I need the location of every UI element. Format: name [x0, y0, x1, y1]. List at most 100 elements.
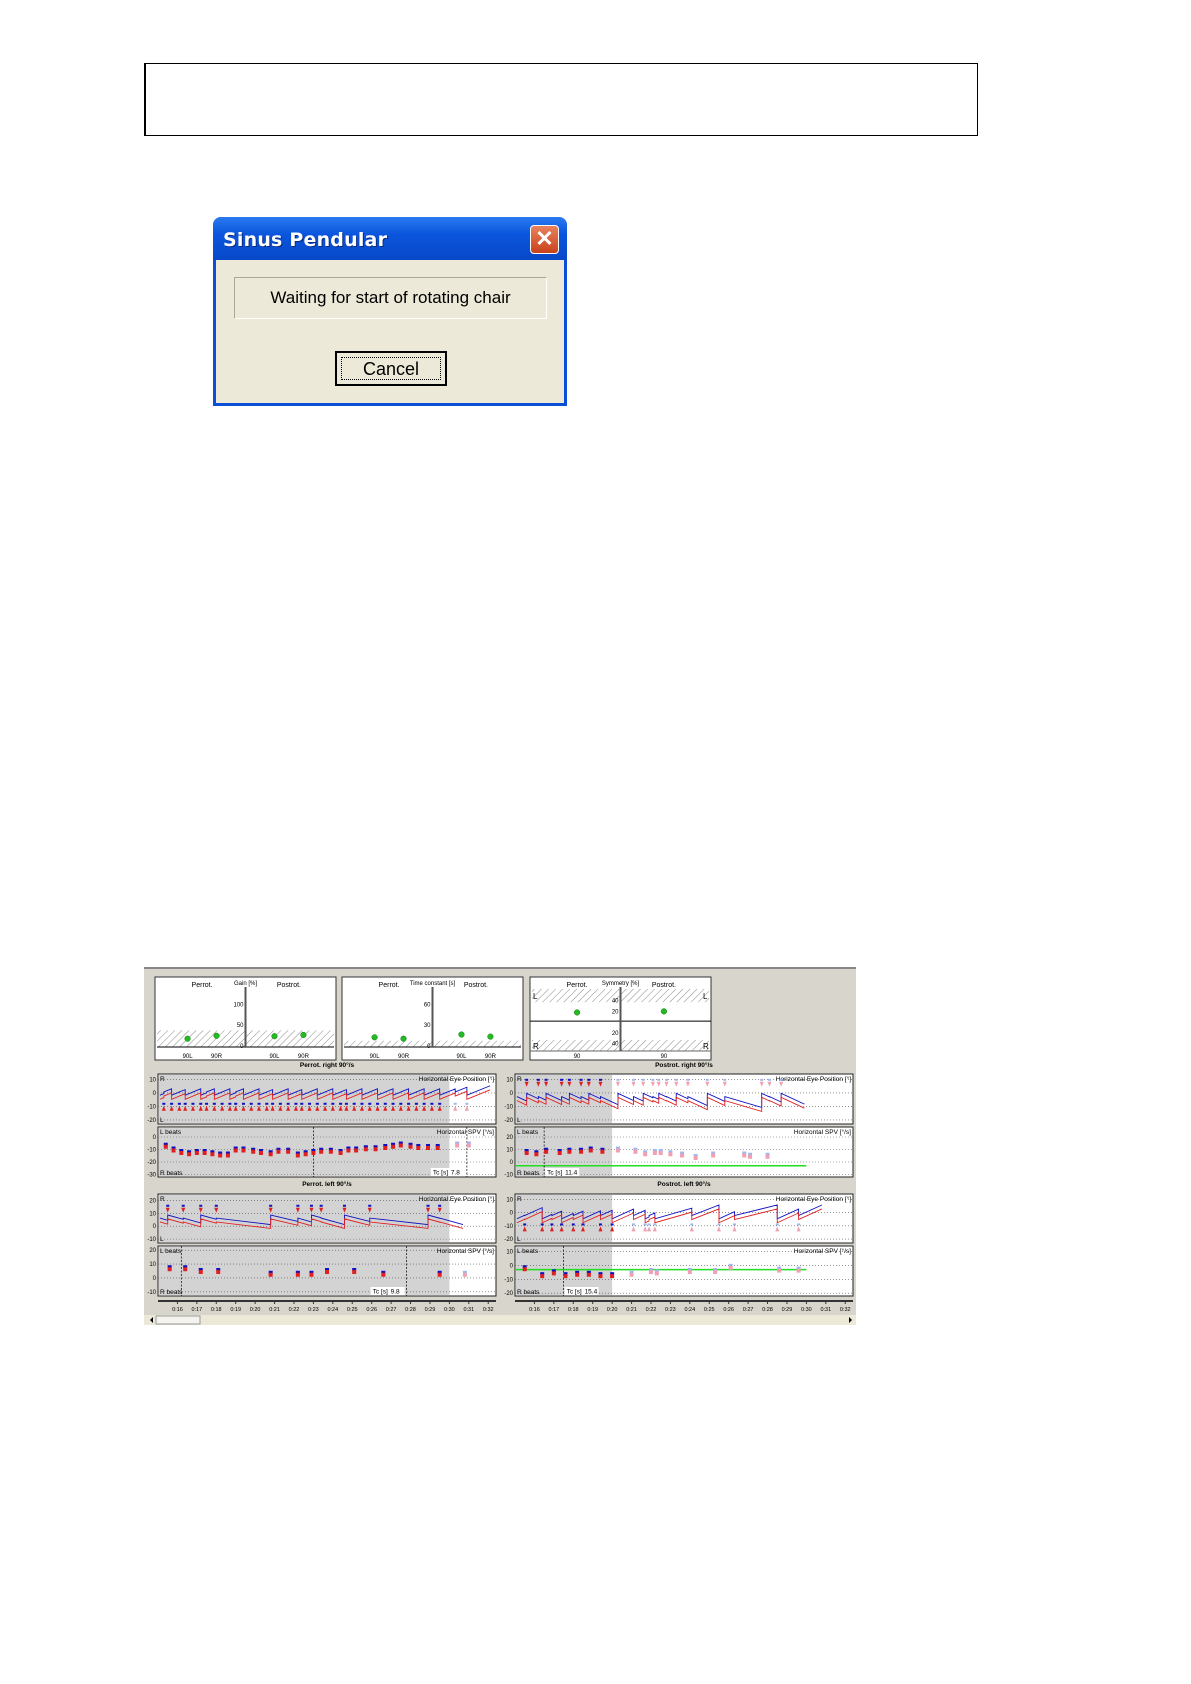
- beat-marker-right-eye: [647, 1223, 651, 1226]
- y-tick-label: 10: [506, 1250, 513, 1256]
- spv-point-left-eye: [408, 1144, 413, 1149]
- spv-point-right-eye: [309, 1270, 314, 1274]
- beat-marker-right-eye: [723, 1078, 727, 1081]
- spv-point-right-eye: [748, 1152, 753, 1156]
- beat-marker-right-eye: [579, 1078, 583, 1081]
- beat-marker: [437, 1207, 442, 1213]
- beat-marker: [264, 1105, 269, 1111]
- scroll-left-arrow-icon[interactable]: [150, 1317, 153, 1323]
- spv-point-right-eye: [437, 1270, 442, 1274]
- beat-marker-right-eye: [368, 1102, 372, 1105]
- data-point: [371, 1034, 378, 1041]
- beat-marker: [579, 1081, 584, 1087]
- horizontal-scrollbar[interactable]: [144, 1315, 856, 1325]
- cancel-button[interactable]: Cancel: [335, 351, 447, 386]
- spv-point-right-eye: [167, 1265, 172, 1269]
- y-tick-label: -10: [147, 1148, 156, 1154]
- spv-point-left-eye: [742, 1153, 747, 1158]
- y-tick-label: 0: [240, 1044, 244, 1050]
- spv-point-left-eye: [633, 1149, 638, 1154]
- beat-marker-right-eye: [309, 1204, 313, 1207]
- time-tick-label: 0:18: [211, 1307, 222, 1313]
- close-icon[interactable]: ✕: [530, 225, 559, 254]
- beat-marker: [367, 1207, 372, 1213]
- beat-marker: [559, 1226, 564, 1232]
- beat-marker: [338, 1105, 343, 1111]
- spv-point-right-eye: [202, 1149, 207, 1152]
- time-tick-label: 0:31: [463, 1307, 474, 1313]
- time-tick-label: 0:32: [483, 1307, 494, 1313]
- chart-label: Horizontal SPV [°/s]: [437, 1128, 494, 1136]
- time-tick-label: 0:30: [444, 1307, 455, 1313]
- spv-point-right-eye: [575, 1270, 580, 1274]
- beat-marker-right-eye: [300, 1102, 304, 1105]
- beat-marker: [767, 1081, 772, 1087]
- spv-point-right-eye: [544, 1147, 549, 1151]
- beat-marker: [429, 1105, 434, 1111]
- time-tick-label: 0:24: [327, 1307, 338, 1313]
- beat-marker-right-eye: [331, 1102, 335, 1105]
- beat-marker-right-eye: [183, 1102, 187, 1105]
- beat-marker: [422, 1105, 427, 1111]
- spv-point-left-eye: [210, 1152, 215, 1157]
- spv-point-right-eye: [455, 1141, 460, 1145]
- spv-point-right-eye: [610, 1272, 615, 1276]
- beat-marker-right-eye: [257, 1102, 261, 1105]
- beat-marker: [383, 1105, 388, 1111]
- dialog-title: Sinus Pendular: [223, 229, 388, 251]
- beat-marker: [359, 1105, 364, 1111]
- y-tick-label: -10: [147, 1237, 156, 1243]
- beat-marker-right-eye: [550, 1223, 554, 1226]
- y-tick-label: -20: [504, 1291, 513, 1297]
- spv-point-right-eye: [522, 1265, 527, 1269]
- dialog-titlebar[interactable]: Sinus Pendular ✕: [213, 217, 567, 260]
- beat-marker: [652, 1226, 657, 1232]
- spv-point-right-eye: [398, 1141, 403, 1145]
- beat-marker: [214, 1207, 219, 1213]
- beat-marker: [323, 1105, 328, 1111]
- y-tick-label: 10: [149, 1262, 156, 1268]
- beat-marker-right-eye: [641, 1078, 645, 1081]
- bottom-side-label: L: [160, 1236, 164, 1243]
- scroll-right-arrow-icon[interactable]: [849, 1317, 852, 1323]
- beat-marker-right-eye: [344, 1102, 348, 1105]
- beat-marker-right-eye: [294, 1102, 298, 1105]
- beat-marker: [161, 1105, 166, 1111]
- beat-marker-right-eye: [234, 1102, 238, 1105]
- perrot-label: Perrot.: [379, 982, 400, 989]
- spv-point-left-eye: [194, 1151, 199, 1155]
- spv-point-left-eye: [416, 1146, 421, 1150]
- scrollbar-thumb[interactable]: [155, 1315, 201, 1325]
- beat-marker: [610, 1226, 615, 1232]
- spv-point-right-eye: [325, 1268, 329, 1271]
- spv-point-left-eye: [668, 1152, 673, 1157]
- scrollbar-track: [144, 1315, 856, 1325]
- y-tick-label: -20: [504, 1237, 513, 1243]
- beat-marker-right-eye: [567, 1078, 571, 1081]
- spv-point-right-eye: [268, 1270, 273, 1274]
- y-tick-label: 0: [510, 1263, 514, 1269]
- spv-point-right-eye: [194, 1149, 199, 1152]
- time-tick-label: 0:16: [529, 1307, 540, 1313]
- spv-point-right-eye: [276, 1147, 281, 1151]
- beat-marker-right-eye: [278, 1102, 282, 1105]
- spv-point-right-eye: [311, 1149, 316, 1152]
- beat-marker-right-eye: [376, 1102, 380, 1105]
- beat-marker: [165, 1207, 170, 1213]
- spv-point-right-eye: [391, 1142, 396, 1146]
- spv-point-right-eye: [524, 1149, 529, 1152]
- beat-marker-right-eye: [166, 1204, 170, 1207]
- beat-marker: [398, 1105, 403, 1111]
- spv-point-left-eye: [383, 1146, 388, 1150]
- spv-point-left-eye: [295, 1153, 300, 1158]
- beat-marker: [198, 1207, 203, 1213]
- spv-point-left-eye: [373, 1147, 378, 1152]
- bottom-side-label: R beats: [160, 1289, 183, 1296]
- spv-point-left-eye: [286, 1149, 291, 1154]
- spv-point-left-eye: [643, 1152, 648, 1157]
- category-label: 90L: [183, 1054, 194, 1060]
- time-tick-label: 0:19: [230, 1307, 241, 1313]
- beat-marker: [204, 1105, 209, 1111]
- beat-marker-right-eye: [426, 1204, 430, 1207]
- beat-marker: [406, 1105, 411, 1111]
